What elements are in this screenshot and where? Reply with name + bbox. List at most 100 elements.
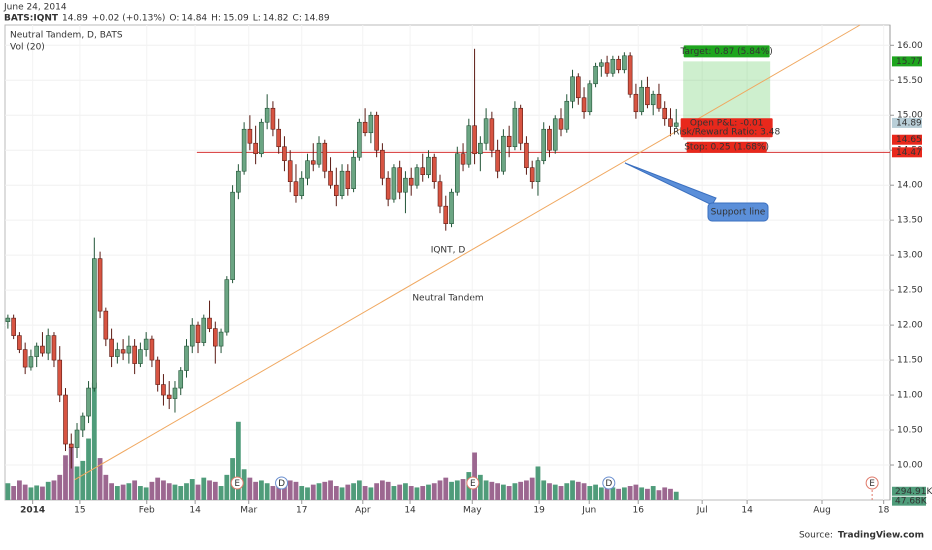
volume-bar <box>495 483 501 500</box>
volume-bar <box>368 487 374 500</box>
header-item: H: <box>211 14 221 24</box>
volume-bar <box>316 483 322 500</box>
volume-title: Vol (20) <box>10 43 45 53</box>
volume-bar <box>258 480 264 500</box>
event-marker <box>466 476 480 490</box>
volume-bar <box>443 477 449 500</box>
volume-bar <box>305 487 310 500</box>
volume-bar <box>74 466 80 500</box>
target-label-box <box>683 45 770 58</box>
candle-body <box>662 107 668 120</box>
candle-body <box>483 118 489 144</box>
candle-body <box>299 177 305 196</box>
volume-bar <box>610 487 616 500</box>
candle-body <box>604 62 610 74</box>
volume-bar <box>109 483 114 500</box>
candle-body <box>57 359 63 396</box>
volume-bar <box>437 480 443 500</box>
y-tick-label: 15.50 <box>897 76 923 86</box>
price-badge-label: 14.47 <box>896 148 922 158</box>
candle-body <box>184 345 189 371</box>
volume-bar <box>500 484 506 500</box>
candle-body <box>472 125 477 155</box>
volume-bar <box>529 477 535 500</box>
x-tick-label: 14 <box>404 506 416 516</box>
volume-bar <box>126 483 132 500</box>
volume-bar <box>668 488 673 500</box>
header-item: 14.89 <box>62 14 88 24</box>
volume-bar <box>276 484 282 500</box>
candle-body <box>149 338 155 361</box>
y-tick-label: 11.00 <box>897 391 923 401</box>
y-tick-label: 10.00 <box>897 461 923 471</box>
candle-body <box>489 118 495 151</box>
volume-bar <box>299 486 305 500</box>
y-tick-label: 12.50 <box>897 286 923 296</box>
volume-bar <box>63 455 68 500</box>
volume-bar <box>449 481 454 500</box>
volume-bar <box>28 487 34 500</box>
rr-label: Risk/Reward Ratio: 3.48 <box>673 128 780 138</box>
y-tick-label: 15.00 <box>897 111 923 121</box>
y-tick-label: 11.50 <box>897 356 923 366</box>
candle-body <box>253 142 258 155</box>
x-tick-label: 19 <box>533 506 545 516</box>
candle-body <box>587 83 593 113</box>
candle-body <box>207 317 212 329</box>
candle-body <box>270 107 276 130</box>
event-label: E <box>470 479 476 489</box>
volume-bar <box>575 481 581 500</box>
volume-bar <box>333 486 339 500</box>
header-item: 14.82 <box>263 14 289 24</box>
trend-line <box>74 24 861 481</box>
candle-body <box>45 335 51 354</box>
volume-bar <box>541 480 547 500</box>
volume-bar <box>552 484 558 500</box>
pnl-label-box <box>680 118 773 138</box>
volume-bar <box>489 481 495 500</box>
event-marker <box>602 476 616 490</box>
x-tick-label: 15 <box>74 506 85 516</box>
x-tick-label: 16 <box>632 506 644 516</box>
volume-bar <box>120 484 126 500</box>
candle-body <box>385 177 391 200</box>
volume-bar <box>235 421 241 500</box>
volume-badge-label: 47.68K <box>895 497 928 507</box>
candle-body <box>97 258 103 312</box>
candle-body <box>501 135 506 172</box>
candle-body <box>627 55 633 95</box>
volume-bar <box>420 486 426 500</box>
candle-body <box>166 394 172 399</box>
volume-bar <box>391 486 397 500</box>
y-tick-label: 14.00 <box>897 181 923 191</box>
volume-bar <box>253 481 259 500</box>
candle-body <box>575 76 581 99</box>
volume-bar <box>97 458 103 500</box>
candle-body <box>426 156 431 176</box>
candle-body <box>656 93 662 109</box>
candle-body <box>293 181 299 196</box>
x-tick-label: May <box>463 506 482 516</box>
volume-bar <box>184 483 189 500</box>
source-label: Source: <box>799 531 833 541</box>
volume-bar <box>91 382 97 500</box>
candle-body <box>518 107 523 144</box>
volume-bar <box>397 484 403 500</box>
volume-bar <box>103 474 109 500</box>
candle-body <box>287 160 293 183</box>
candle-body <box>28 356 34 368</box>
candle-body <box>368 114 374 134</box>
target-zone <box>683 61 771 123</box>
candle-body <box>132 345 137 364</box>
candle-body <box>17 335 22 350</box>
candle-body <box>5 317 11 322</box>
volume-bar <box>472 452 477 500</box>
candle-body <box>120 349 126 354</box>
volume-bar <box>80 460 86 500</box>
candle-body <box>495 149 500 172</box>
candle-body <box>115 349 120 357</box>
header-item: O: <box>169 14 179 24</box>
y-tick-label: 10.50 <box>897 426 923 436</box>
candle-body <box>109 338 114 357</box>
